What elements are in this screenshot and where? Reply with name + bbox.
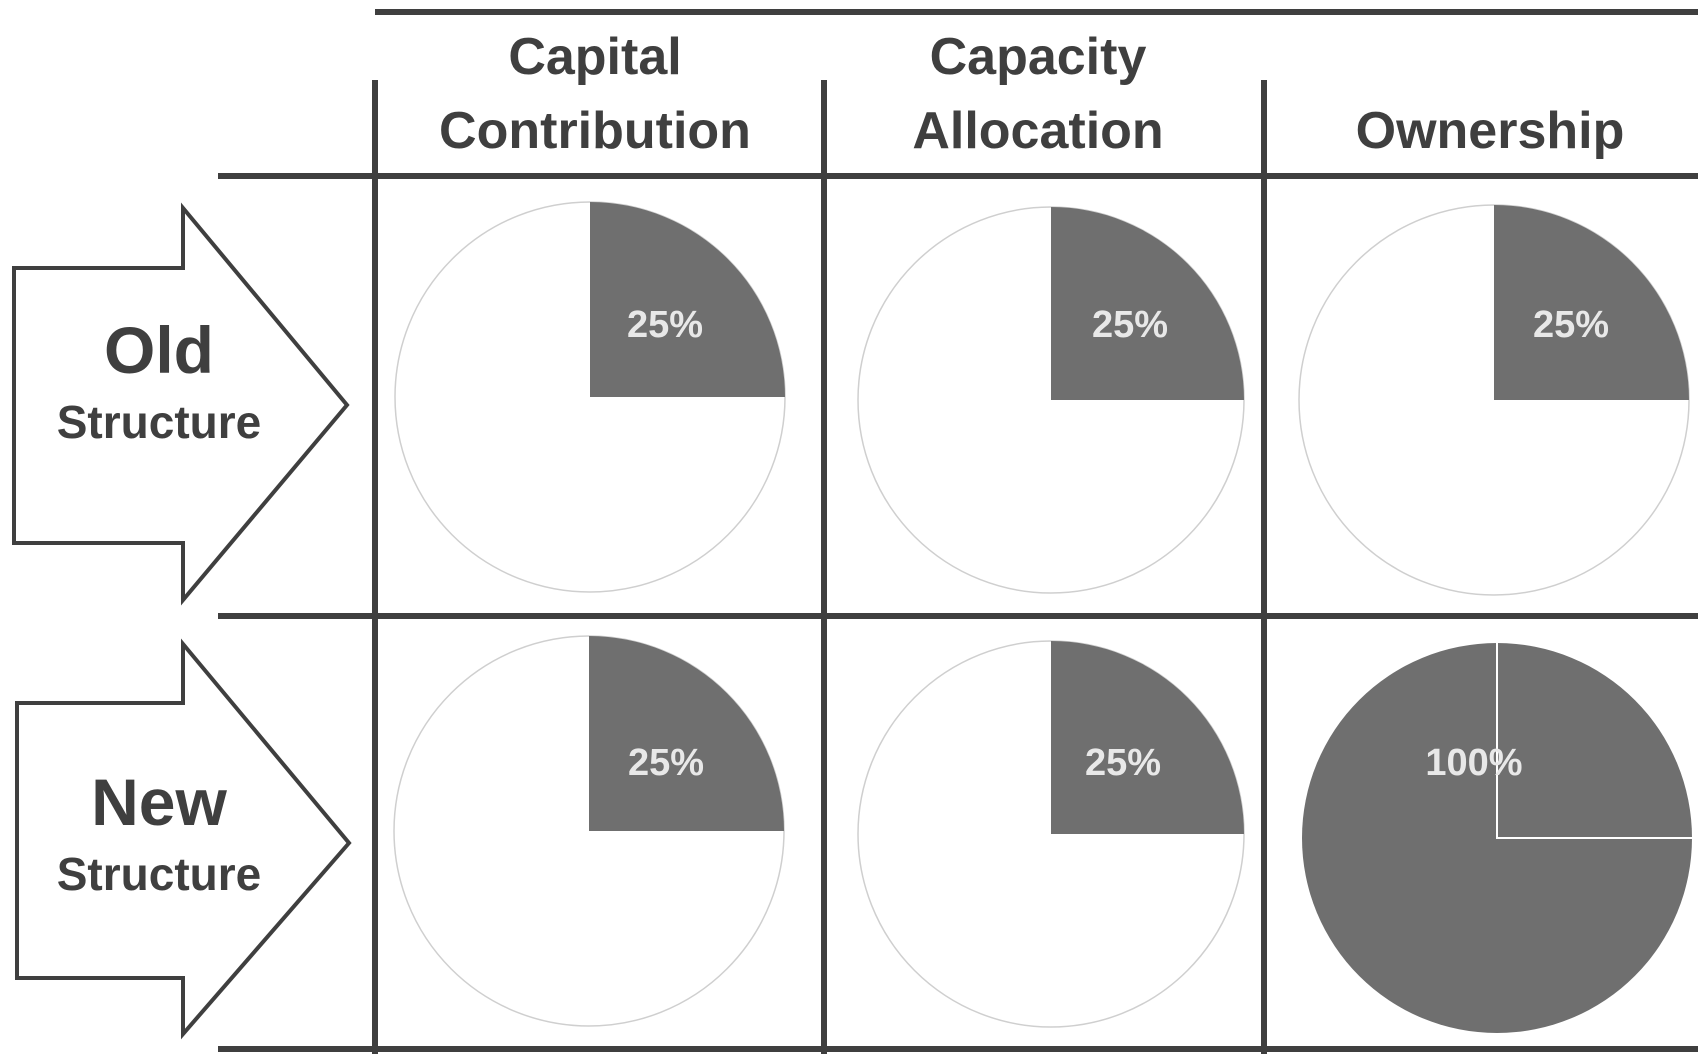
column-header-line1 (1290, 20, 1690, 94)
column-header-line1: Capital (508, 28, 682, 86)
grid-lines (218, 9, 1698, 1054)
column-header-line2: Contribution (439, 102, 751, 160)
row-label-line2: Structure (56, 396, 262, 448)
pie-new-capital-slice (589, 636, 784, 831)
pie-charts (393, 201, 1692, 1033)
row-label-old-structure: Old Structure (14, 310, 304, 454)
column-header-capital-contribution: Capital Contribution (395, 20, 795, 168)
pct-label-old-capital: 25% (626, 304, 704, 346)
old-structure-arrow-shape (12, 202, 350, 606)
pie-new-capacity-slice (1051, 641, 1244, 834)
row-label-line1: New (91, 765, 227, 839)
column-header-line2: Allocation (912, 102, 1164, 160)
column-header-ownership: Ownership (1290, 20, 1690, 168)
column-header-capacity-allocation: Capacity Allocation (838, 20, 1238, 168)
pie-old-capital-slice (590, 202, 785, 397)
pct-label-old-ownership: 25% (1532, 304, 1610, 346)
pie-new-ownership-quarter-outline (1496, 643, 1692, 839)
pct-label-new-capacity: 25% (1084, 742, 1162, 784)
pct-label-old-capacity: 25% (1091, 304, 1169, 346)
pct-label-new-ownership: 100% (1425, 742, 1523, 784)
pct-label-new-capital: 25% (627, 742, 705, 784)
row-label-new-structure: New Structure (14, 762, 304, 906)
pie-old-ownership-slice (1494, 205, 1689, 400)
pie-old-capacity-slice (1051, 207, 1244, 400)
new-structure-arrow-shape (15, 638, 352, 1040)
column-header-line2: Ownership (1355, 102, 1625, 160)
column-header-line1: Capacity (929, 28, 1147, 86)
row-label-line1: Old (104, 313, 214, 387)
row-label-line2: Structure (56, 848, 262, 900)
